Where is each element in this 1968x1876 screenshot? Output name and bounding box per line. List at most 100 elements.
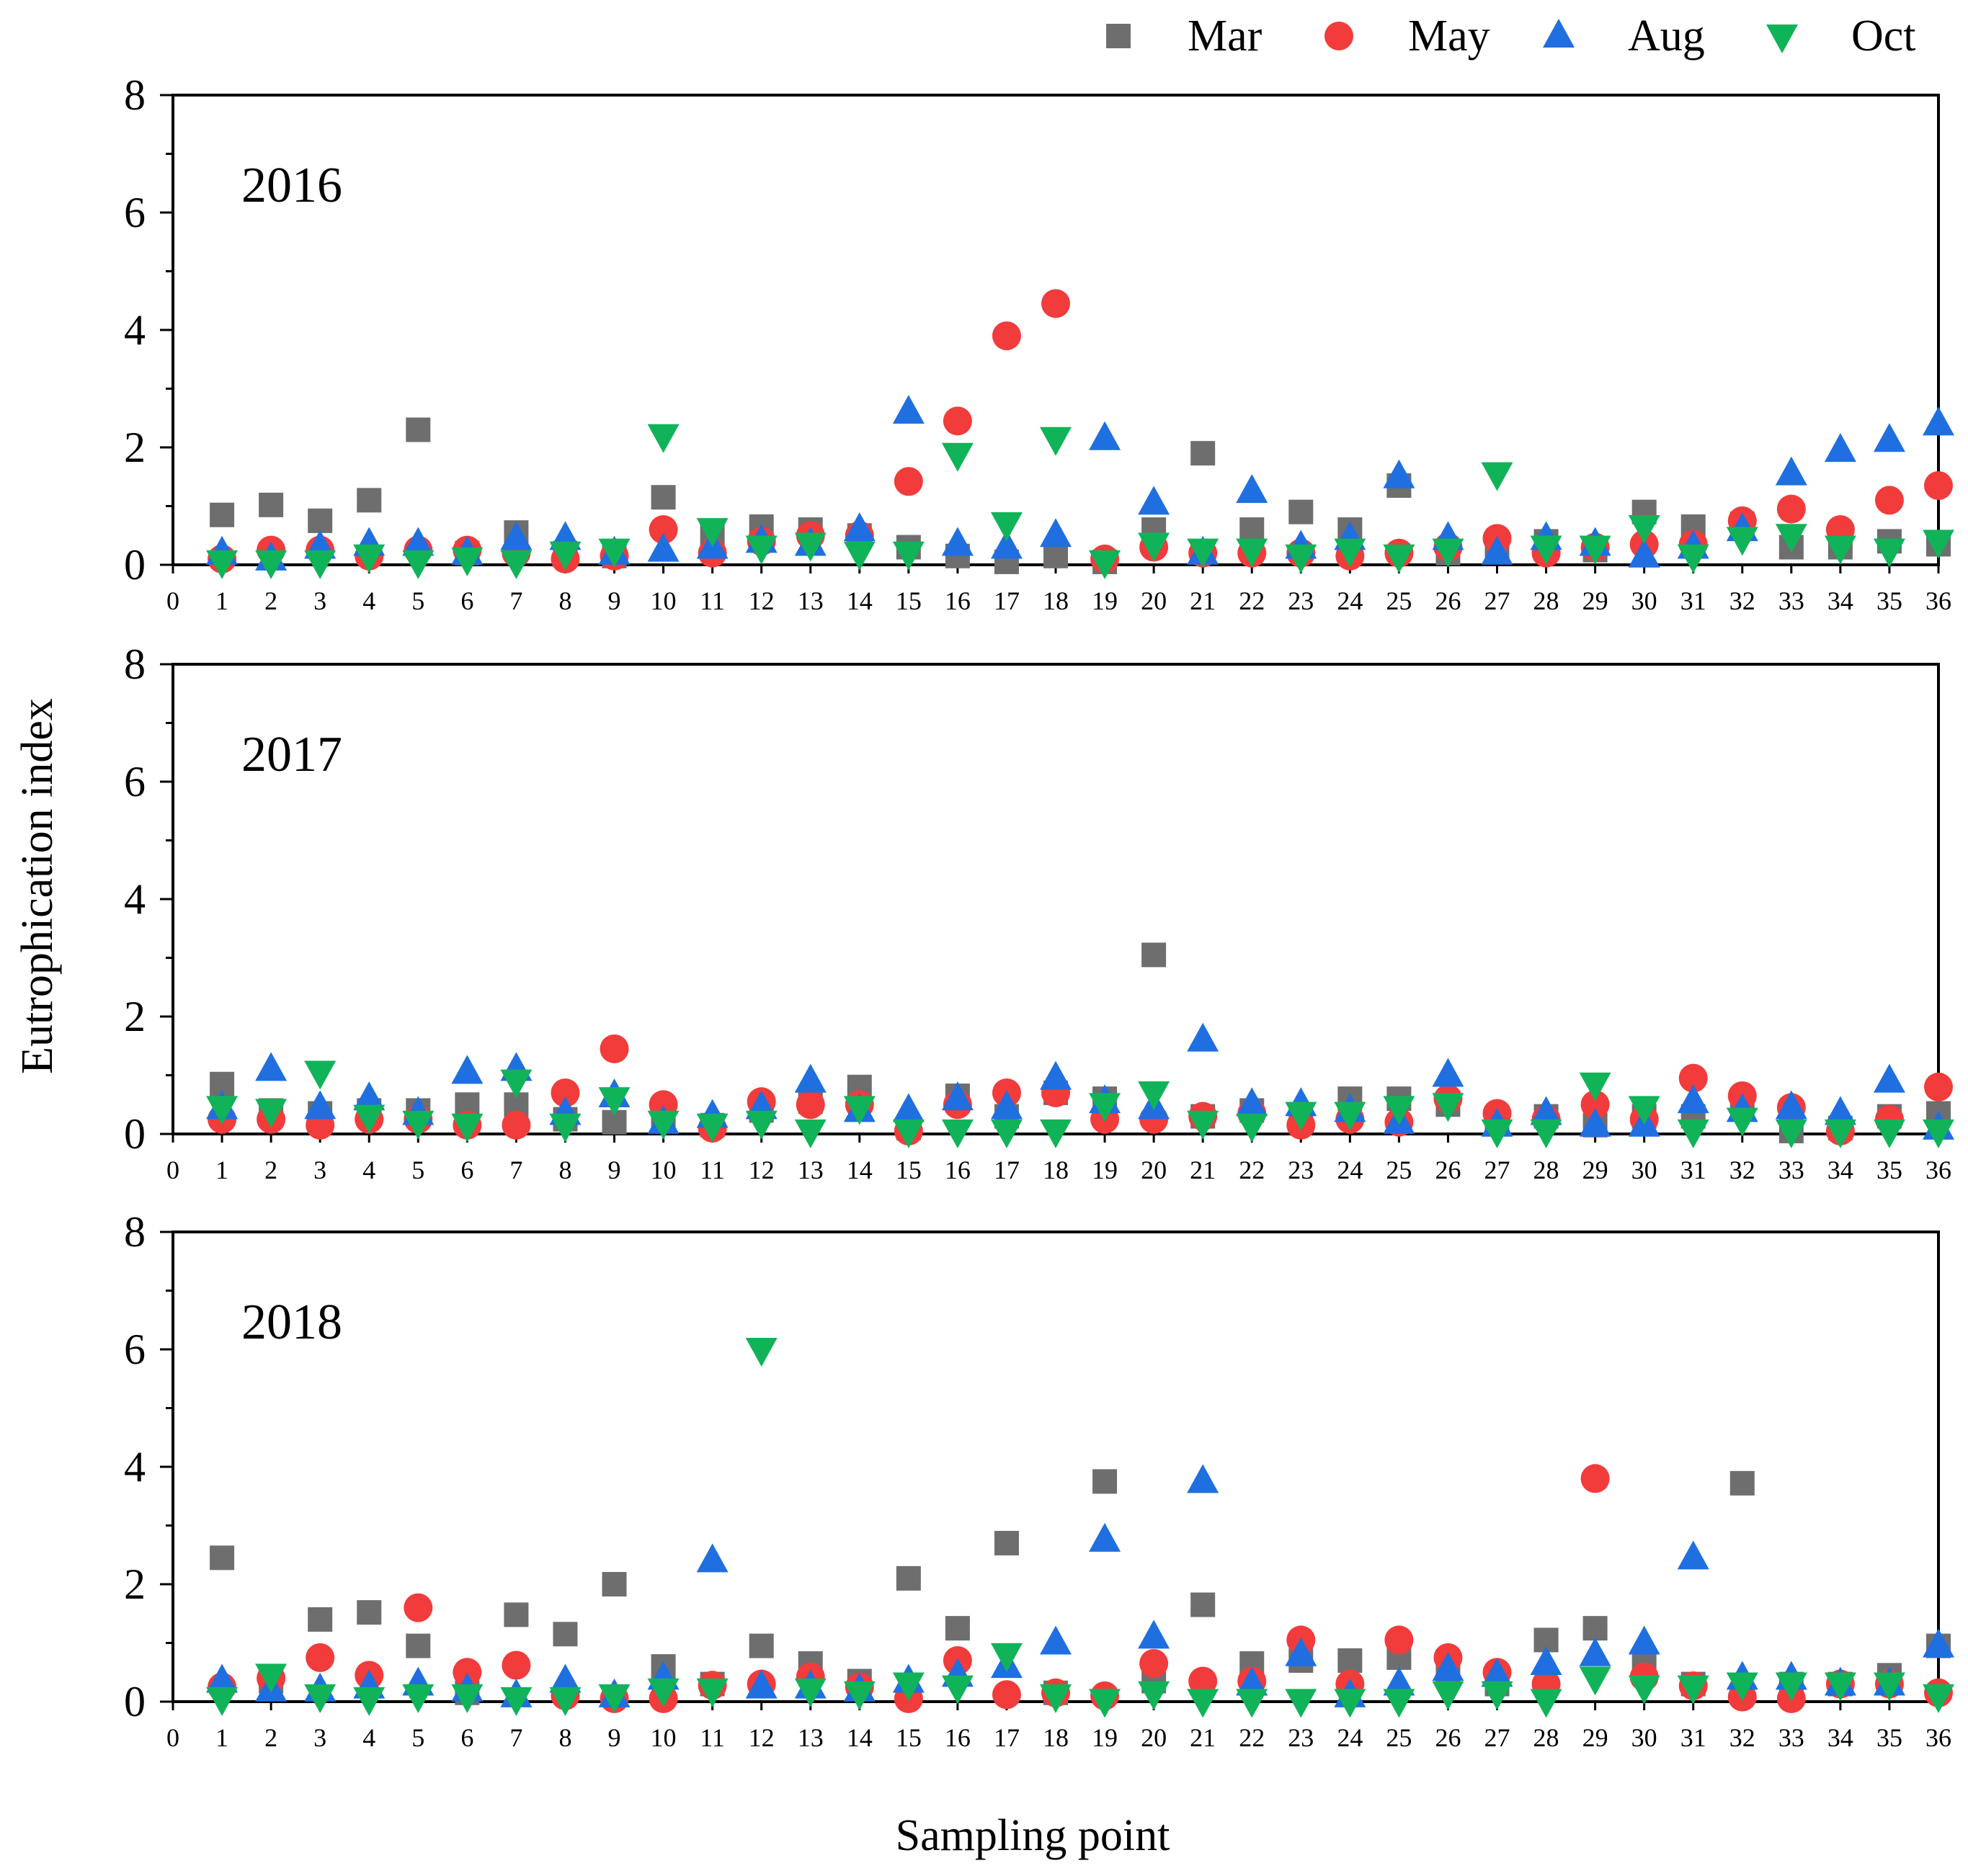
point-oct-2 [255, 550, 288, 579]
point-oct-3 [304, 1060, 337, 1090]
point-oct-14 [843, 1681, 876, 1710]
point-aug-17 [990, 1090, 1023, 1120]
y-tick-label: 4 [124, 306, 146, 354]
x-tick-label: 7 [509, 1156, 522, 1184]
y-tick-label: 2 [124, 424, 146, 471]
point-oct-1 [206, 1096, 239, 1125]
point-aug-18 [1040, 1060, 1072, 1090]
x-tick-label: 34 [1827, 586, 1853, 615]
x-tick-label: 17 [994, 1156, 1020, 1184]
x-tick-label: 6 [460, 1156, 473, 1184]
point-oct-20 [1138, 1681, 1170, 1710]
x-tick-label: 9 [608, 1723, 621, 1752]
point-may-36 [1924, 1072, 1953, 1102]
x-tick-label: 25 [1386, 586, 1412, 615]
x-tick-label: 26 [1435, 1723, 1461, 1752]
point-oct-14 [843, 1096, 876, 1125]
point-oct-15 [892, 541, 925, 571]
point-oct-32 [1726, 1672, 1758, 1702]
point-oct-28 [1530, 1689, 1562, 1718]
point-mar-12 [749, 1633, 774, 1658]
point-aug-30 [1628, 538, 1660, 568]
point-oct-25 [1383, 544, 1415, 573]
point-mar-5 [406, 1633, 431, 1658]
x-tick-label: 24 [1337, 1723, 1363, 1752]
point-oct-3 [304, 550, 337, 579]
x-tick-label: 12 [749, 1156, 775, 1184]
legend-label-aug: Aug [1628, 12, 1705, 61]
x-tick-label: 11 [700, 586, 725, 615]
point-oct-25 [1383, 1689, 1415, 1718]
x-tick-label: 22 [1239, 1156, 1265, 1184]
x-tick-label: 1 [215, 1723, 228, 1752]
panel-label: 2018 [241, 1295, 342, 1350]
point-may-36 [1924, 470, 1953, 500]
point-aug-10 [647, 532, 680, 562]
y-tick-label: 8 [124, 71, 146, 119]
y-tick-label: 2 [124, 993, 146, 1040]
point-oct-12 [745, 1338, 778, 1367]
plot-frame [172, 94, 1940, 566]
x-tick-label: 18 [1043, 1723, 1069, 1752]
point-may-10 [649, 515, 678, 545]
y-tick-label: 6 [124, 758, 146, 805]
x-tick-label: 15 [896, 1156, 922, 1184]
x-tick-label: 13 [798, 1723, 824, 1752]
x-tick-label: 12 [749, 586, 775, 615]
point-oct-1 [206, 550, 239, 579]
x-tick-label: 6 [460, 586, 473, 615]
point-oct-17 [990, 1643, 1023, 1672]
point-mar-1 [210, 502, 235, 527]
point-may-25 [1384, 1625, 1414, 1655]
legend-item-mar: Mar [1106, 12, 1263, 61]
x-tick-label: 31 [1680, 1723, 1706, 1752]
point-may-18 [1041, 289, 1070, 318]
point-aug-30 [1628, 1625, 1660, 1655]
point-oct-8 [549, 541, 582, 571]
point-may-21 [1188, 1666, 1218, 1696]
point-oct-31 [1677, 544, 1709, 573]
x-tick-label: 14 [847, 1723, 873, 1752]
point-aug-20 [1138, 486, 1170, 515]
point-aug-2 [255, 1052, 288, 1081]
legend-marker-mar [1106, 24, 1131, 48]
point-aug-6 [451, 1055, 484, 1084]
x-tick-label: 23 [1288, 586, 1314, 615]
point-oct-31 [1677, 1119, 1709, 1148]
point-oct-18 [1040, 1684, 1072, 1713]
x-tick-label: 10 [651, 1156, 677, 1184]
x-tick-label: 30 [1631, 1156, 1657, 1184]
point-aug-22 [1236, 1666, 1268, 1696]
data-points [206, 1338, 1954, 1718]
x-tick-label: 20 [1141, 1156, 1167, 1184]
legend-label-mar: Mar [1188, 12, 1263, 61]
point-oct-3 [304, 1684, 337, 1713]
x-tick-label: 5 [411, 1156, 424, 1184]
point-aug-29 [1579, 1107, 1611, 1137]
point-oct-33 [1775, 1119, 1807, 1148]
x-tick-label: 22 [1239, 586, 1265, 615]
point-aug-35 [1873, 423, 1905, 452]
point-aug-1 [206, 1663, 239, 1693]
point-aug-12 [745, 1669, 778, 1699]
point-may-33 [1776, 494, 1806, 524]
point-aug-31 [1677, 1084, 1709, 1114]
x-tick-label: 16 [945, 1156, 971, 1184]
x-tick-label: 35 [1876, 586, 1902, 615]
point-mar-24 [1337, 1648, 1363, 1673]
x-tick-label: 19 [1092, 1156, 1118, 1184]
x-tick-label: 26 [1435, 586, 1461, 615]
x-tick-label: 21 [1190, 1156, 1216, 1184]
point-may-29 [1580, 1464, 1610, 1493]
point-oct-9 [598, 538, 631, 568]
x-tick-label: 0 [166, 1723, 179, 1752]
point-oct-16 [941, 1675, 974, 1705]
x-tick-label: 6 [460, 1723, 473, 1752]
x-tick-label: 16 [945, 586, 971, 615]
point-oct-5 [402, 1684, 435, 1713]
point-oct-9 [598, 1684, 631, 1713]
point-oct-19 [1089, 1093, 1121, 1122]
